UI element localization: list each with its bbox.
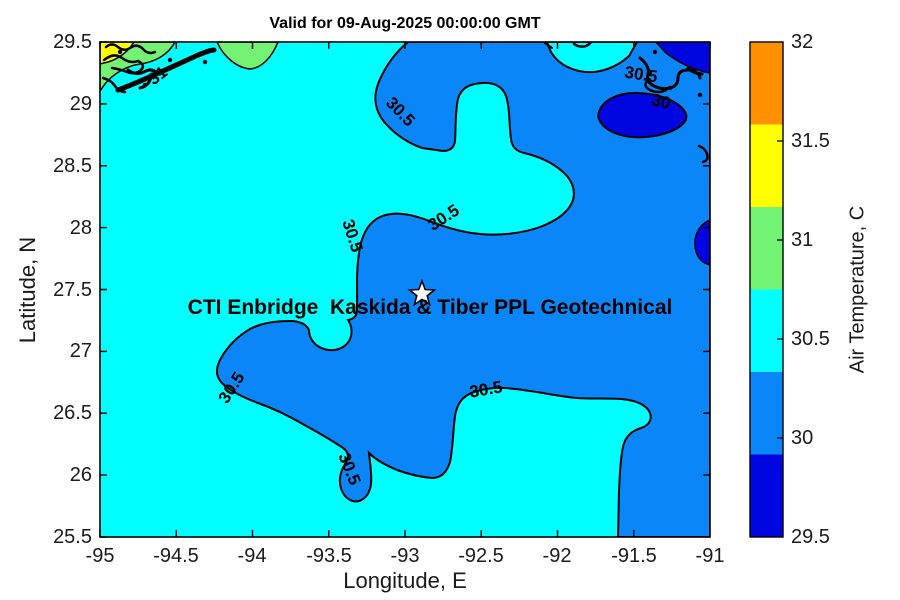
darkblue-patch-east-edge [694, 219, 710, 266]
colorbar-tick-label: 31.5 [791, 130, 830, 152]
colorbar-band-cyan [750, 289, 783, 372]
colorbar-tick-label: 32 [791, 31, 814, 53]
x-tick-label: -92 [542, 545, 572, 567]
y-tick-label: 27 [69, 340, 92, 362]
station-star-marker [407, 278, 437, 307]
colorbar-frame [749, 41, 784, 538]
x-tick-marks [99, 42, 711, 537]
y-tick-label: 28 [69, 217, 92, 239]
x-tick-label: -95 [85, 545, 115, 567]
y-tick-label: 26 [69, 464, 92, 486]
colorbar-tick-label: 30.5 [791, 328, 830, 350]
x-tick-label: -94 [237, 545, 267, 567]
x-tick-label: -91 [695, 545, 725, 567]
site-annotation-text: CTI Enbridge Kaskida & Tiber PPL Geotech… [187, 296, 673, 319]
colorbar-tick-marks [777, 140, 783, 439]
colorbar-tick-label: 29.5 [791, 526, 830, 548]
green-lens-top-edge [216, 42, 279, 70]
colorbar-tick-label: 31 [791, 229, 814, 251]
colorbar-tick-label: 30 [791, 427, 814, 449]
contour-scribbles-northwest [101, 43, 217, 94]
y-tick-label: 29 [69, 93, 92, 115]
y-tick-label: 25.5 [53, 526, 92, 548]
x-tick-label: -93.5 [306, 545, 352, 567]
colorbar-band-orange [750, 42, 783, 125]
colorbar-band-darkblue [750, 454, 783, 537]
darkblue-blob-30 [596, 91, 688, 139]
x-tick-label: -92.5 [458, 545, 504, 567]
plot-title: Valid for 09-Aug-2025 00:00:00 GMT [269, 15, 541, 32]
colorbar [749, 41, 784, 538]
y-tick-marks [100, 41, 710, 538]
x-tick-label: -91.5 [611, 545, 657, 567]
x-tick-label: -94.5 [153, 545, 199, 567]
x-axis-label: Longitude, E [343, 568, 467, 593]
colorbar-band-green [750, 207, 783, 290]
y-tick-label: 27.5 [53, 279, 92, 301]
y-tick-label: 28.5 [53, 155, 92, 177]
y-tick-label: 26.5 [53, 402, 92, 424]
colorbar-band-yellow [750, 124, 783, 207]
cyan-pocket-top-edge [545, 42, 639, 74]
y-axis-label: Latitude, N [15, 236, 40, 344]
colorbar-band-blue [750, 372, 783, 455]
y-tick-label: 29.5 [53, 31, 92, 53]
colorbar-axis-label: Air Temperature, C [846, 205, 869, 374]
x-tick-label: -93 [390, 545, 420, 567]
blue-region-30-to-30p5 [216, 42, 710, 537]
contour-scribbles-northeast [544, 42, 709, 164]
